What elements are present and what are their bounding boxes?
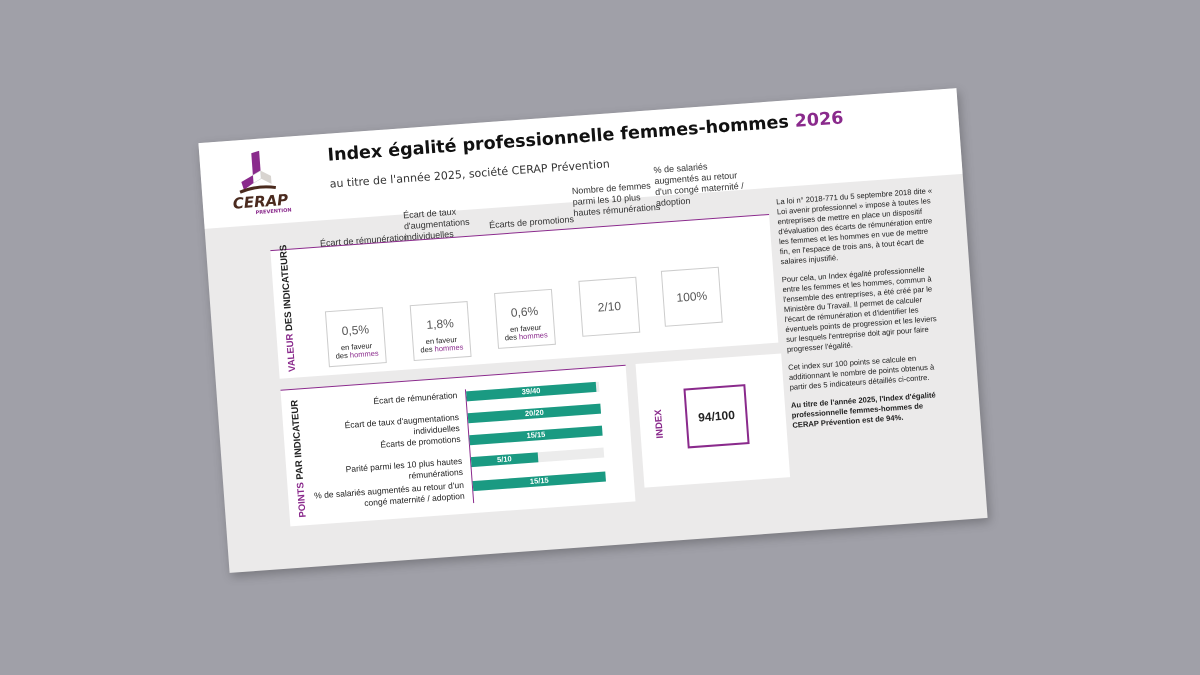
values-panel-label: VALEUR DES INDICATEURS [278,244,298,372]
page-title: Index égalité professionnelle femmes-hom… [327,108,844,165]
explanation-text: La loi n° 2018-771 du 5 septembre 2018 d… [776,186,953,439]
indicator-value-box: 0,6% en faveur des hommes [494,288,556,349]
paragraph-index: Pour cela, un Index égalité professionne… [781,264,937,355]
indicator-top10-women: Nombre de femmes parmi les 10 plus haute… [571,180,661,337]
title-year: 2026 [794,108,845,132]
index-score: 94/100 [683,384,750,449]
label-rest: DES INDICATEURS [277,244,296,332]
bar-track: 39/40 [466,381,600,402]
favour-note: en faveur des hommes [420,334,464,355]
svg-text:CERAP: CERAP [232,191,289,213]
indicator-value: 2/10 [597,298,622,315]
title-text: Index égalité professionnelle femmes-hom… [326,112,790,166]
points-panel: POINTS PAR INDICATEUR Écart de rémunérat… [280,364,636,527]
indicator-label: % de salariés augmentés au retour d'un c… [653,161,745,209]
indicator-value-box: 1,8% en faveur des hommes [409,301,472,362]
bar-category-label: Écart de rémunération [373,390,458,407]
document-header: CERAP PREVENTION Index égalité professio… [198,88,963,229]
indicator-label: Écarts de promotions [488,214,575,231]
index-panel: INDEX 94/100 [635,353,791,488]
indicator-value-box: 2/10 [578,276,641,337]
indicator-value: 1,8% [425,316,455,333]
indicator-label: Nombre de femmes parmi les 10 plus haute… [571,180,661,219]
bar-track: 15/15 [469,425,603,446]
indicator-value: 0,6% [510,303,539,320]
bar-track: 20/20 [467,403,602,424]
indicator-promotion-gap: Écarts de promotions 0,6% en faveur des ho… [489,214,574,349]
logo-mark-icon: CERAP PREVENTION [232,150,292,217]
indicator-value-box: 0,5% en faveur des hommes [324,307,387,368]
cerap-logo: CERAP PREVENTION [221,148,295,217]
bar: 5/10 [470,452,538,468]
bar: 20/20 [467,403,602,424]
paragraph-result: Au titre de l'année 2025, l'Index d'égal… [790,390,936,430]
paragraph-law: La loi n° 2018-771 du 5 septembre 2018 d… [775,186,933,267]
bar: 15/15 [472,471,606,492]
indicator-maternity-raise: % de salariés augmentés au retour d'un c… [653,161,744,327]
paragraph-calculation: Cet index sur 100 points se calcule en a… [787,353,935,392]
bar: 39/40 [466,381,597,402]
indicator-label: Écart de rémunération [319,232,410,249]
index-label: INDEX [652,409,666,439]
favour-note: en faveur des hommes [335,341,379,361]
indicator-label: Écart de taux d'augmentations individuel… [402,206,470,243]
indicator-raise-gap: Écart de taux d'augmentations individuel… [403,207,488,362]
indicator-value: 100% [675,288,708,305]
label-accent: VALEUR [284,333,299,373]
favour-note: en faveur des hommes [504,322,548,343]
indicator-value: 0,5% [341,322,370,339]
index-document: CERAP PREVENTION Index égalité professio… [198,88,988,573]
indicator-values-panel: VALEUR DES INDICATEURS Écart de rémunéra… [270,161,779,379]
indicator-value-box: 100% [660,266,723,327]
bar-track: 5/10 [470,447,605,468]
svg-text:PREVENTION: PREVENTION [255,208,291,217]
indicator-pay-gap: Écart de rémunération 0,5% en faveur des h… [320,232,409,368]
bar-track: 15/15 [472,471,606,492]
bar: 15/15 [469,425,603,446]
